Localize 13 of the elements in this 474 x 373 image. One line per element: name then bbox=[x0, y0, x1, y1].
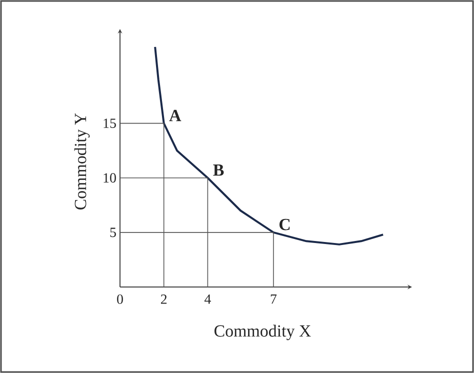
annotation: C bbox=[279, 218, 290, 230]
annotation: A bbox=[169, 110, 182, 122]
y-tick-label: 5 bbox=[110, 228, 116, 238]
y-tick-label: 15 bbox=[104, 118, 116, 128]
x-tick-label: 7 bbox=[270, 294, 277, 304]
x-tick-label: 2 bbox=[160, 294, 167, 304]
y-axis-title: Commodity Y bbox=[74, 113, 90, 210]
x-axis-title: Commodity X bbox=[214, 324, 311, 340]
x-tick-label: 4 bbox=[204, 294, 211, 304]
line-series bbox=[154, 46, 384, 246]
annotation: B bbox=[213, 164, 224, 176]
y-tick-label: 10 bbox=[104, 173, 116, 183]
x-tick-label: 0 bbox=[117, 294, 123, 304]
